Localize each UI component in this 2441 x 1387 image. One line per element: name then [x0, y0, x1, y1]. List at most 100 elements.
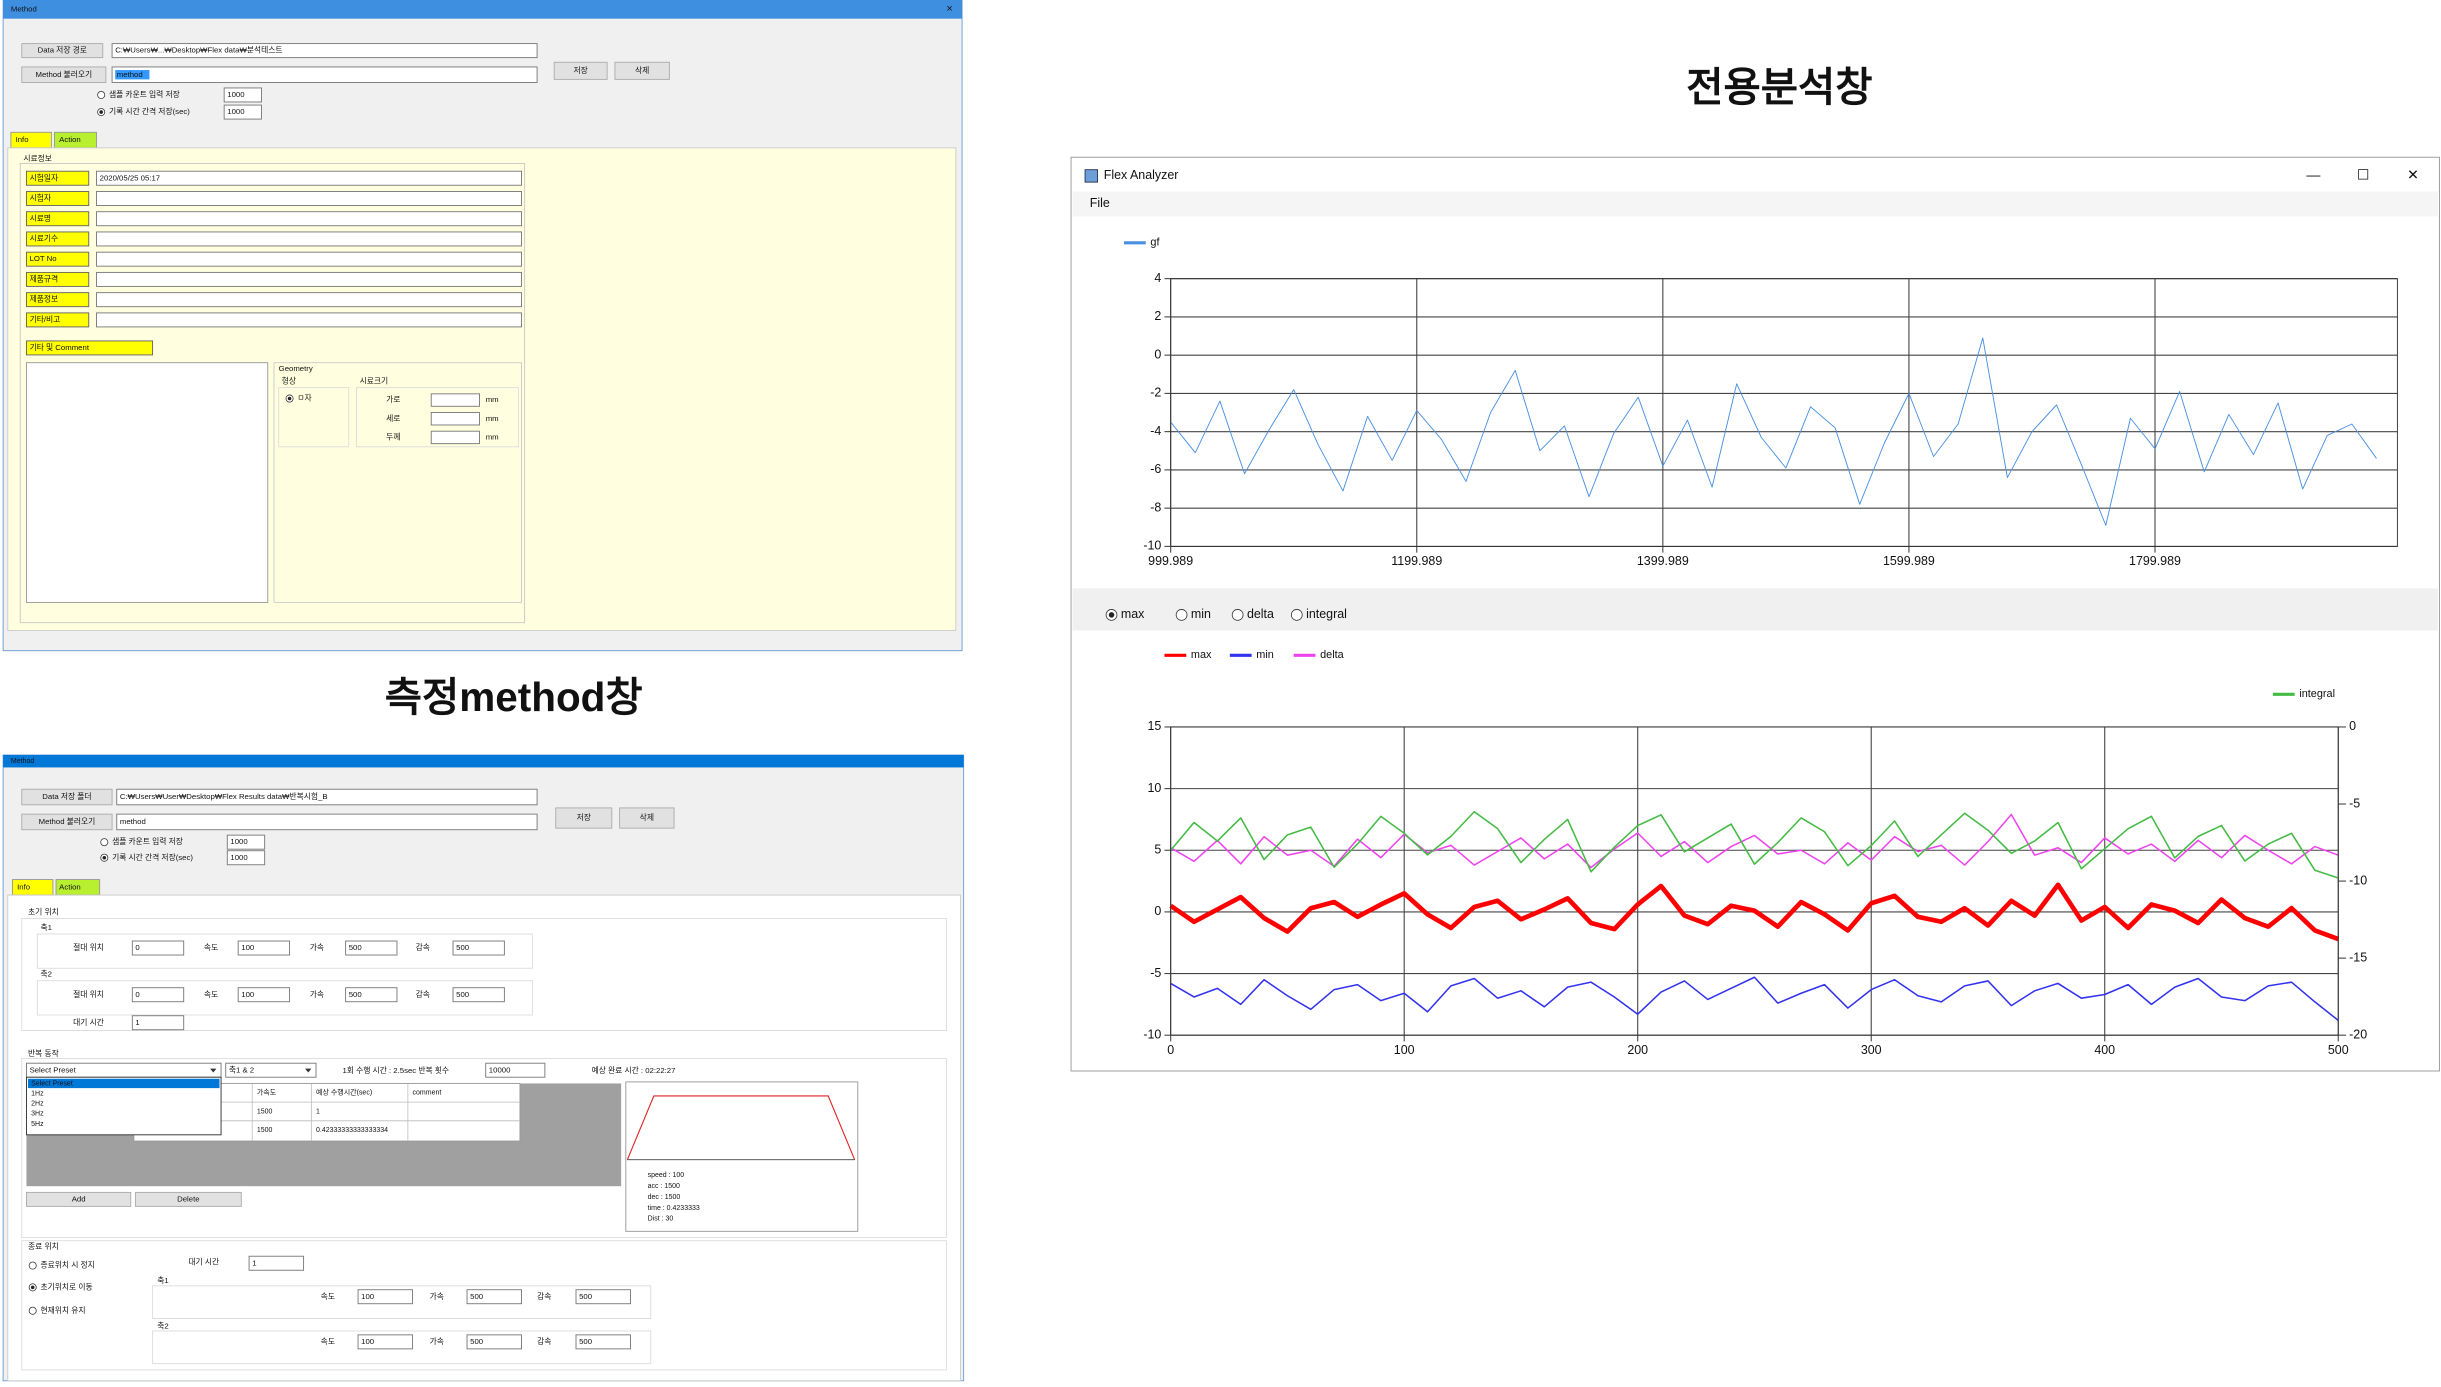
text-box-value[interactable]: 0 [135, 943, 140, 952]
radio-button[interactable] [100, 838, 109, 847]
text-box-value[interactable]: 1000 [230, 853, 248, 862]
comment-box[interactable] [25, 362, 269, 603]
text-box-value[interactable]: Select Preset [30, 1065, 77, 1074]
text-box[interactable] [96, 271, 522, 287]
text-box[interactable] [237, 987, 291, 1003]
text-box[interactable] [466, 1289, 522, 1305]
tab-label[interactable]: Info [17, 882, 30, 891]
text-box-value[interactable]: 1000 [227, 107, 245, 116]
text-box[interactable] [96, 312, 522, 328]
text-box[interactable] [131, 940, 185, 956]
radio-button[interactable] [1231, 609, 1244, 621]
text-box[interactable] [96, 251, 522, 267]
dropdown-option[interactable]: 1Hz [31, 1090, 44, 1097]
menu-item[interactable]: File [1090, 196, 1110, 210]
dropdown-option[interactable]: 3Hz [31, 1111, 44, 1118]
text-box[interactable] [223, 87, 263, 103]
button-label[interactable]: 저장 [577, 812, 591, 822]
button[interactable] [134, 1191, 242, 1207]
button[interactable] [614, 61, 670, 80]
text-box-value[interactable]: 0 [135, 990, 140, 999]
text-box-value[interactable]: method [120, 817, 146, 826]
text-box[interactable] [345, 940, 398, 956]
button-label[interactable]: Method 불러오기 [39, 817, 96, 826]
radio-button[interactable] [28, 1306, 37, 1315]
dropdown-option[interactable]: 2Hz [31, 1101, 44, 1108]
button-label[interactable]: Add [72, 1194, 86, 1203]
text-box[interactable] [357, 1334, 414, 1350]
text-box[interactable] [96, 211, 522, 227]
text-box[interactable] [111, 66, 538, 83]
text-box-value[interactable]: 100 [241, 943, 255, 952]
text-box-value[interactable]: 500 [349, 990, 363, 999]
dropdown-option[interactable]: 5Hz [31, 1121, 44, 1128]
text-box[interactable] [357, 1289, 414, 1305]
text-box[interactable] [131, 987, 185, 1003]
text-box[interactable] [248, 1255, 305, 1271]
text-box-value[interactable]: 500 [456, 943, 470, 952]
text-box-value[interactable]: 10000 [489, 1065, 511, 1074]
tab-label[interactable]: Action [59, 882, 81, 891]
radio-label[interactable]: max [1121, 607, 1145, 621]
text-box-value[interactable]: 축1 & 2 [229, 1065, 254, 1074]
text-box[interactable] [96, 191, 522, 206]
text-box[interactable] [96, 231, 522, 247]
text-box[interactable] [430, 393, 480, 407]
text-box-value[interactable]: 500 [470, 1292, 484, 1301]
window-control[interactable]: — [2306, 167, 2320, 183]
button-label[interactable]: Data 저장 폴더 [42, 791, 91, 801]
button[interactable] [619, 807, 675, 829]
close-button[interactable]: × [946, 3, 952, 15]
text-box-value[interactable]: C:₩Users₩...₩Desktop₩Flex data₩분석테스트 [115, 45, 282, 55]
text-box-value[interactable]: 500 [579, 1292, 593, 1301]
radio-button[interactable] [97, 90, 106, 99]
text-box[interactable] [225, 1062, 317, 1078]
text-box[interactable] [485, 1062, 546, 1078]
text-box-value[interactable]: method [117, 70, 143, 79]
text-box[interactable] [345, 987, 398, 1003]
button-label[interactable]: 저장 [574, 65, 588, 75]
window-control[interactable]: ✕ [2407, 167, 2419, 183]
dropdown-option[interactable]: Select Preset [31, 1080, 73, 1087]
tab-label[interactable]: Action [59, 135, 81, 144]
button-label[interactable]: 삭제 [635, 65, 649, 75]
text-box-value[interactable]: 100 [241, 990, 255, 999]
text-box[interactable] [430, 430, 480, 445]
text-box-value[interactable]: 100 [361, 1292, 375, 1301]
radio-label[interactable]: delta [1247, 607, 1274, 621]
tab-label[interactable]: Info [16, 135, 29, 144]
text-box[interactable] [430, 412, 480, 426]
button[interactable] [555, 807, 613, 829]
text-box-value[interactable]: 1 [135, 1018, 139, 1027]
text-box[interactable] [575, 1289, 631, 1305]
text-box[interactable] [452, 940, 505, 956]
button[interactable] [21, 788, 113, 806]
button-label[interactable]: 삭제 [640, 812, 654, 822]
text-box[interactable] [116, 788, 538, 806]
text-box-value[interactable]: 100 [361, 1337, 375, 1346]
window-control[interactable]: ☐ [2357, 167, 2370, 183]
text-box-value[interactable]: 500 [579, 1337, 593, 1346]
button[interactable] [21, 813, 113, 831]
text-box[interactable] [226, 834, 266, 850]
text-box[interactable] [223, 104, 263, 120]
text-box[interactable] [116, 813, 538, 831]
text-box[interactable] [96, 292, 522, 308]
radio-button[interactable] [1175, 609, 1188, 621]
text-box[interactable] [237, 940, 291, 956]
text-box-value[interactable]: 1 [252, 1258, 256, 1267]
radio-button[interactable] [28, 1261, 37, 1270]
text-box[interactable] [96, 170, 522, 186]
text-box-value[interactable]: C:₩Users₩User₩Desktop₩Flex Results data₩… [120, 792, 328, 801]
radio-label[interactable]: min [1191, 607, 1211, 621]
text-box-value[interactable]: 500 [470, 1337, 484, 1346]
text-box-value[interactable]: 1000 [227, 90, 245, 99]
text-box-value[interactable]: 2020/05/25 05:17 [100, 173, 160, 182]
button[interactable] [553, 61, 608, 80]
text-box[interactable] [466, 1334, 522, 1350]
radio-label[interactable]: integral [1306, 607, 1347, 621]
text-box-value[interactable]: 500 [349, 943, 363, 952]
text-box[interactable] [131, 1015, 185, 1031]
button[interactable] [21, 43, 104, 59]
radio-button[interactable] [1290, 609, 1303, 621]
